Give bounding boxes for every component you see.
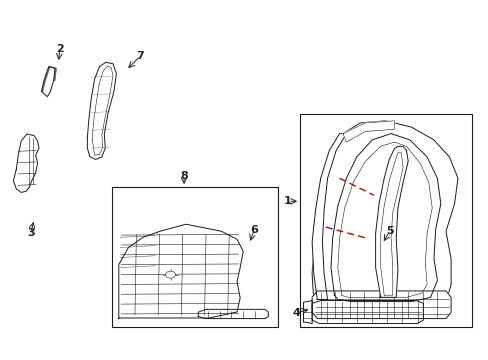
Text: 4: 4 bbox=[292, 308, 300, 318]
Bar bbox=[111, 187, 278, 327]
Polygon shape bbox=[13, 134, 39, 192]
Text: 8: 8 bbox=[180, 171, 187, 181]
Text: 7: 7 bbox=[137, 51, 144, 61]
Text: 6: 6 bbox=[250, 225, 258, 235]
Polygon shape bbox=[380, 153, 402, 295]
Bar bbox=[300, 114, 471, 327]
Polygon shape bbox=[87, 62, 116, 159]
Polygon shape bbox=[198, 309, 268, 319]
Polygon shape bbox=[92, 67, 113, 155]
Polygon shape bbox=[303, 301, 311, 324]
Text: 3: 3 bbox=[27, 228, 35, 238]
Circle shape bbox=[165, 271, 175, 278]
Polygon shape bbox=[342, 121, 394, 142]
Text: 2: 2 bbox=[56, 44, 63, 54]
Polygon shape bbox=[311, 301, 423, 324]
Text: 1: 1 bbox=[284, 196, 291, 206]
Polygon shape bbox=[41, 67, 55, 97]
Polygon shape bbox=[311, 134, 346, 300]
Polygon shape bbox=[337, 142, 431, 297]
Polygon shape bbox=[311, 121, 457, 316]
Text: 5: 5 bbox=[385, 226, 392, 237]
Polygon shape bbox=[330, 134, 440, 302]
Polygon shape bbox=[375, 146, 407, 297]
Polygon shape bbox=[311, 291, 450, 319]
Polygon shape bbox=[119, 224, 243, 318]
